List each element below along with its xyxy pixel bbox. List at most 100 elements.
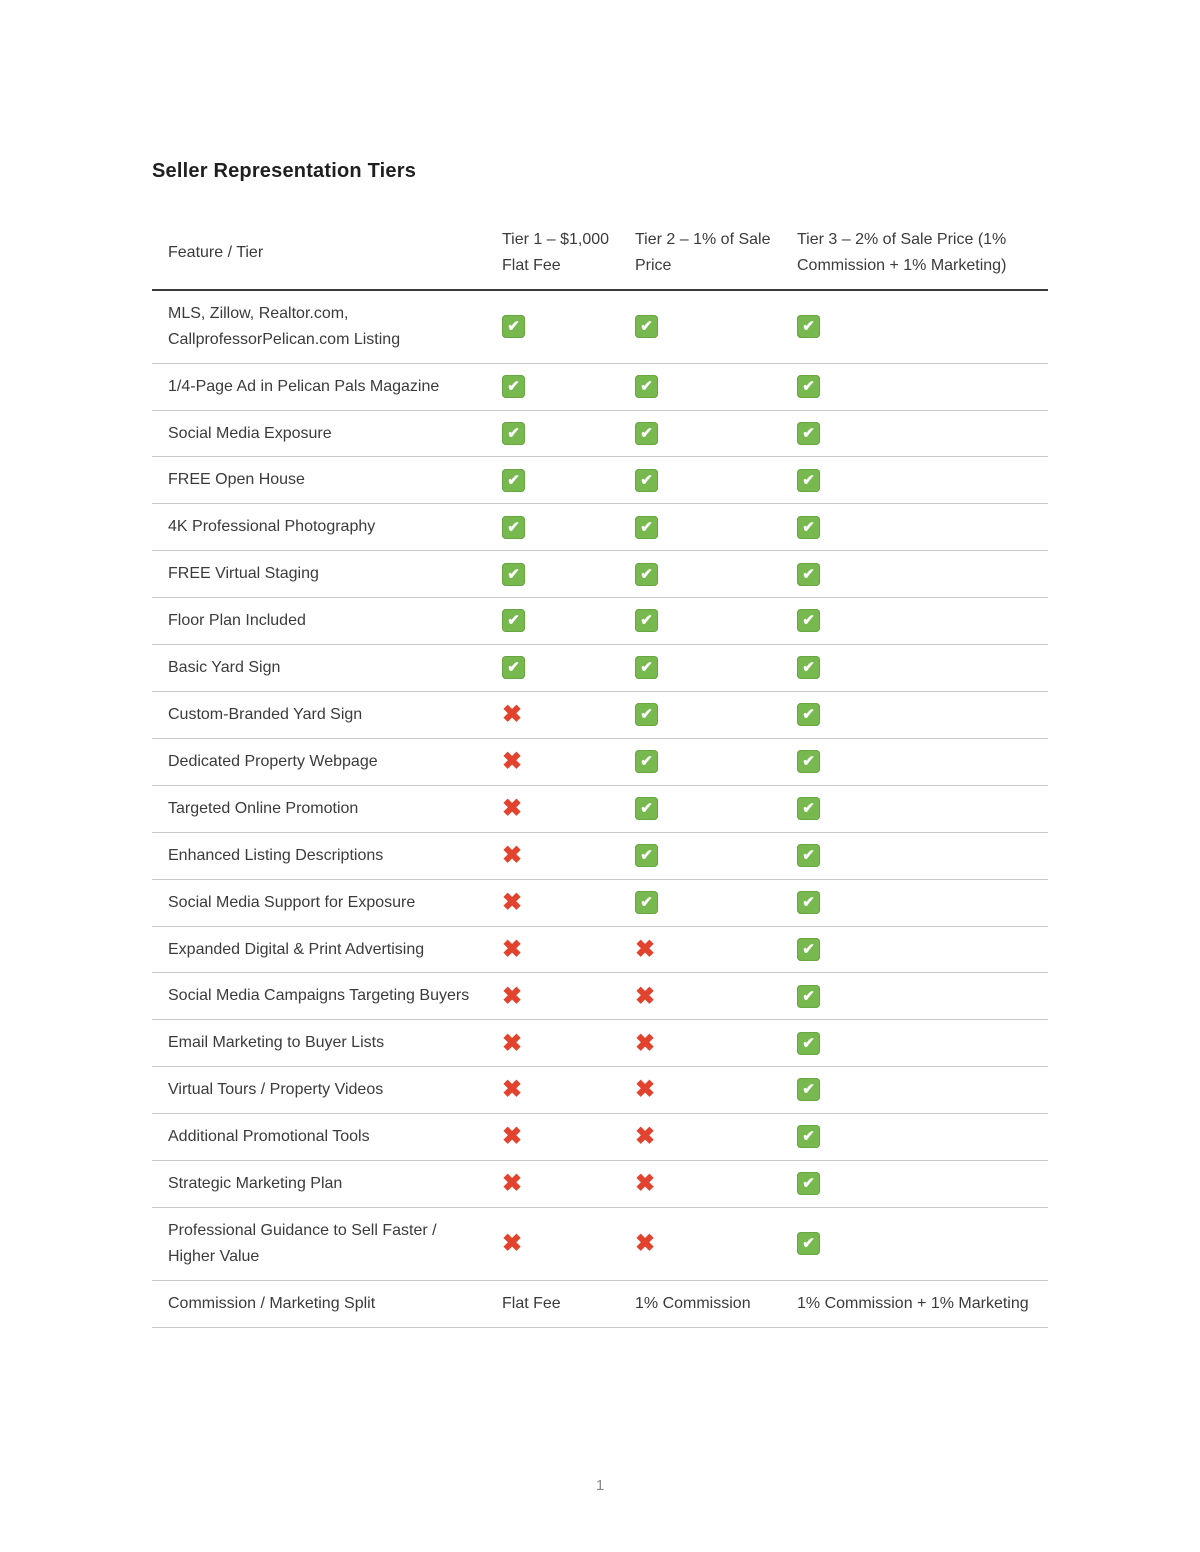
tier-value-cell: ✖: [635, 1113, 797, 1162]
feature-cell: Email Marketing to Buyer Lists: [152, 1019, 502, 1068]
table-row: Professional Guidance to Sell Faster / H…: [152, 1207, 1048, 1281]
column-header-feature: Feature / Tier: [152, 217, 502, 291]
tier-value-cell: ✖: [502, 972, 635, 1021]
cross-icon: ✖: [502, 1029, 523, 1057]
tier-value-cell: ✖: [502, 1113, 635, 1162]
check-icon: ✔: [797, 843, 820, 867]
table-row: Custom-Branded Yard Sign ✖ ✔ ✔: [152, 691, 1048, 739]
tier-value-cell: ✖: [635, 926, 797, 974]
cross-icon: ✖: [635, 1076, 656, 1104]
table-row: Social Media Campaigns Targeting Buyers ✖…: [152, 972, 1048, 1021]
table-row: Additional Promotional Tools ✖ ✖ ✔: [152, 1113, 1048, 1162]
check-icon: ✔: [635, 656, 658, 680]
page-title: Seller Representation Tiers: [152, 160, 417, 182]
check-icon: ✔: [797, 1031, 820, 1055]
feature-cell: Targeted Online Promotion: [152, 785, 502, 833]
tier-value-cell: Flat Fee: [502, 1280, 635, 1328]
tier-value-cell: ✖: [502, 1207, 635, 1281]
table-header: Feature / Tier Tier 1 – $1,000 Flat Fee …: [152, 217, 1048, 291]
table-row: MLS, Zillow, Realtor.com, CallprofessorP…: [152, 289, 1048, 364]
tier-value-cell: ✔: [635, 644, 797, 692]
feature-cell: FREE Open House: [152, 456, 502, 505]
cross-icon: ✖: [502, 1123, 523, 1151]
tier-value-cell: ✔: [502, 644, 635, 692]
feature-cell: MLS, Zillow, Realtor.com, CallprofessorP…: [152, 289, 502, 364]
check-icon: ✔: [635, 468, 658, 492]
tier-value-cell: ✔: [797, 691, 1048, 739]
tier-value-cell: ✔: [635, 738, 797, 786]
check-icon: ✔: [635, 562, 658, 586]
check-icon: ✔: [635, 374, 658, 398]
feature-cell: Virtual Tours / Property Videos: [152, 1066, 502, 1115]
tier-value-cell: ✔: [502, 550, 635, 599]
page-number: 1: [595, 1477, 605, 1494]
table-row: Floor Plan Included ✔ ✔ ✔: [152, 597, 1048, 646]
feature-cell: Additional Promotional Tools: [152, 1113, 502, 1162]
feature-cell: Commission / Marketing Split: [152, 1280, 502, 1328]
check-icon: ✔: [797, 1125, 820, 1149]
tier-value-cell: ✔: [797, 1066, 1048, 1115]
table-row: 4K Professional Photography ✔ ✔ ✔: [152, 503, 1048, 552]
tier-value-cell: ✖: [502, 738, 635, 786]
table-row: Enhanced Listing Descriptions ✖ ✔ ✔: [152, 832, 1048, 880]
cross-icon: ✖: [502, 1230, 523, 1258]
column-header-tier1: Tier 1 – $1,000 Flat Fee: [502, 217, 635, 291]
check-icon: ✔: [635, 315, 658, 339]
tier-comparison-table: Feature / Tier Tier 1 – $1,000 Flat Fee …: [152, 217, 1048, 1328]
tier-value-cell: 1% Commission + 1% Marketing: [797, 1280, 1048, 1328]
table-row: Email Marketing to Buyer Lists ✖ ✖ ✔: [152, 1019, 1048, 1068]
check-icon: ✔: [797, 1172, 820, 1196]
tier-value-cell: ✔: [797, 785, 1048, 833]
cross-icon: ✖: [502, 701, 523, 729]
check-icon: ✔: [797, 1078, 820, 1102]
table-row: Commission / Marketing Split Flat Fee 1% C…: [152, 1280, 1048, 1328]
cross-icon: ✖: [635, 1230, 656, 1258]
table-row: FREE Open House ✔ ✔ ✔: [152, 456, 1048, 505]
feature-cell: Professional Guidance to Sell Faster / H…: [152, 1207, 502, 1281]
check-icon: ✔: [635, 750, 658, 774]
feature-cell: Floor Plan Included: [152, 597, 502, 646]
check-icon: ✔: [797, 984, 820, 1008]
check-icon: ✔: [797, 797, 820, 821]
header-row: Feature / Tier Tier 1 – $1,000 Flat Fee …: [152, 217, 1048, 291]
table-row: 1/4-Page Ad in Pelican Pals Magazine ✔ ✔ ✔: [152, 363, 1048, 411]
cross-icon: ✖: [502, 935, 523, 963]
table-row: Social Media Support for Exposure ✖ ✔ ✔: [152, 879, 1048, 927]
check-icon: ✔: [797, 421, 820, 445]
tier-value-cell: ✔: [635, 363, 797, 411]
tier-value-cell: ✔: [797, 972, 1048, 1021]
cross-icon: ✖: [635, 1170, 656, 1198]
tier-value-cell: ✔: [797, 410, 1048, 458]
tier-value-cell: 1% Commission: [635, 1280, 797, 1328]
column-header-tier2: Tier 2 – 1% of Sale Price: [635, 217, 797, 291]
check-icon: ✔: [797, 562, 820, 586]
cross-icon: ✖: [502, 748, 523, 776]
check-icon: ✔: [635, 421, 658, 445]
tier-value-cell: ✔: [797, 597, 1048, 646]
tier-value-cell: ✖: [635, 1019, 797, 1068]
feature-cell: Enhanced Listing Descriptions: [152, 832, 502, 880]
check-icon: ✔: [797, 890, 820, 914]
tier-value-cell: ✔: [635, 550, 797, 599]
tier-value-cell: ✔: [635, 289, 797, 364]
tier-value-cell: ✖: [502, 1019, 635, 1068]
check-icon: ✔: [502, 609, 525, 633]
cross-icon: ✖: [635, 982, 656, 1010]
tier-value-cell: ✔: [502, 289, 635, 364]
tier-value-cell: ✔: [797, 1019, 1048, 1068]
tier-value-cell: ✖: [635, 1160, 797, 1208]
tier-value-cell: ✔: [635, 691, 797, 739]
tier-table-body: MLS, Zillow, Realtor.com, CallprofessorP…: [152, 289, 1048, 1328]
cross-icon: ✖: [502, 841, 523, 869]
tier-value-cell: ✔: [635, 879, 797, 927]
tier-value-cell: ✖: [502, 1160, 635, 1208]
tier-value-cell: ✔: [797, 832, 1048, 880]
check-icon: ✔: [797, 468, 820, 492]
cross-icon: ✖: [635, 935, 656, 963]
check-icon: ✔: [635, 797, 658, 821]
cross-icon: ✖: [502, 795, 523, 823]
table-row: Targeted Online Promotion ✖ ✔ ✔: [152, 785, 1048, 833]
tier-value-cell: ✔: [797, 1113, 1048, 1162]
tier-value-cell: ✖: [635, 972, 797, 1021]
feature-cell: Strategic Marketing Plan: [152, 1160, 502, 1208]
